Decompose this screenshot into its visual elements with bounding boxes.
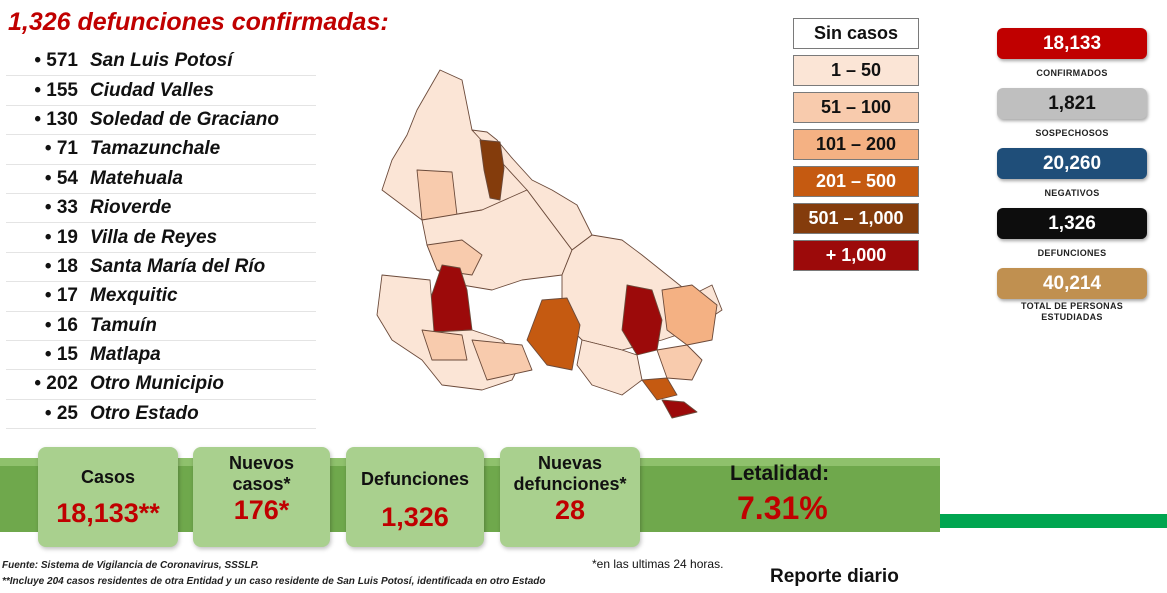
map-region-south-2 [471, 339, 533, 381]
municipality-row: • 54 Matehuala [6, 165, 316, 194]
card-casos-label: Casos [80, 467, 136, 487]
card-nuevos-casos: Nuevos casos* 176* [193, 447, 330, 547]
legend-item: 501 – 1,000 [793, 203, 919, 234]
map-region-central-2 [426, 239, 483, 276]
municipality-name: Santa María del Río [90, 255, 266, 277]
card-nuevos-casos-label-2: casos* [232, 474, 291, 494]
stat-label-line: TOTAL DE PERSONAS [1020, 301, 1124, 311]
municipality-name: San Luis Potosí [90, 50, 233, 72]
card-defunciones: Defunciones 1,326 [346, 447, 484, 547]
legend-item: 201 – 500 [793, 166, 919, 197]
map-region-huasteca-1 [661, 284, 718, 346]
map-legend: Sin casos 1 – 50 51 – 100 101 – 200 201 – 50… [793, 18, 919, 277]
map-region-tamazunchale-2 [661, 399, 698, 419]
municipality-count: • 155 [34, 79, 78, 101]
stat-label: DEFUNCIONES [1037, 248, 1107, 258]
stat-value: 18,133 [997, 28, 1147, 59]
stat-label: NEGATIVOS [1044, 188, 1100, 198]
map-region-west [416, 169, 458, 221]
footer-source: Fuente: Sistema de Vigilancia de Coronav… [2, 560, 259, 571]
letalidad-value: 7.31% [737, 490, 828, 526]
municipality-name: Tamazunchale [90, 138, 221, 160]
municipality-row: • 19 Villa de Reyes [6, 223, 316, 253]
municipality-count: • 25 [44, 402, 78, 424]
card-defunciones-label: Defunciones [360, 469, 470, 489]
municipality-name: Otro Municipio [90, 373, 225, 395]
map-region-south-1 [421, 329, 468, 361]
stat-label: SOSPECHOSOS [1035, 128, 1109, 138]
stat-label: CONFIRMADOS [1036, 68, 1108, 78]
municipality-name: Villa de Reyes [90, 226, 218, 248]
municipality-row: • 17 Mexquitic [6, 282, 316, 312]
card-nuevas-defunciones-label-1: Nuevas [537, 453, 603, 473]
stat-value: 40,214 [997, 268, 1147, 299]
municipality-row: • 571 San Luis Potosí [6, 47, 316, 77]
municipality-count: • 130 [34, 108, 78, 130]
municipality-row: • 155 Ciudad Valles [6, 76, 316, 106]
stat-value: 1,821 [997, 88, 1147, 119]
municipality-name: Matehuala [90, 167, 183, 189]
municipality-name: Mexquitic [90, 285, 178, 307]
municipality-row: • 15 Matlapa [6, 341, 316, 371]
municipality-row: • 16 Tamuín [6, 312, 316, 341]
card-casos-value: 18,133** [56, 498, 160, 528]
municipality-name: Soledad de Graciano [90, 108, 279, 130]
municipality-count: • 202 [34, 373, 78, 395]
map-region-rioverde [526, 297, 581, 371]
green-accent-line [940, 514, 1167, 528]
municipality-row: • 202 Otro Municipio [6, 370, 316, 400]
state-map [376, 69, 723, 419]
card-nuevos-casos-label-1: Nuevos [228, 453, 295, 473]
map-region-huasteca-2 [656, 344, 703, 381]
municipality-count: • 18 [44, 255, 78, 277]
municipality-name: Ciudad Valles [90, 79, 214, 101]
stat-label: TOTAL DE PERSONAS ESTUDIADAS [997, 299, 1147, 330]
report-label: Reporte diario [770, 566, 899, 587]
municipality-row: • 71 Tamazunchale [6, 135, 316, 165]
legend-item: 51 – 100 [793, 92, 919, 123]
municipality-count: • 571 [34, 50, 78, 72]
card-casos: Casos 18,133** [38, 447, 178, 547]
legend-item: + 1,000 [793, 240, 919, 271]
card-defunciones-value: 1,326 [381, 502, 449, 532]
map-region-south-east [576, 339, 643, 396]
municipality-count: • 71 [44, 138, 78, 160]
municipality-count: • 33 [44, 197, 78, 219]
municipality-count: • 15 [44, 344, 78, 366]
legend-item: Sin casos [793, 18, 919, 49]
card-nuevas-defunciones-value: 28 [554, 495, 586, 525]
municipality-count: • 16 [44, 314, 78, 336]
stats-panel: 18,133 CONFIRMADOS 1,821 SOSPECHOSOS 20,260 N… [997, 28, 1147, 330]
municipality-row: • 130 Soledad de Graciano [6, 106, 316, 136]
municipality-name: Tamuín [90, 314, 157, 336]
footer-note: **Incluye 204 casos residentes de otra E… [2, 576, 546, 587]
municipality-name: Rioverde [90, 197, 172, 219]
municipality-name: Otro Estado [90, 402, 199, 424]
card-nuevos-casos-value: 176* [233, 495, 290, 525]
legend-item: 101 – 200 [793, 129, 919, 160]
footer-last24: *en las ultimas 24 horas. [592, 557, 724, 571]
municipality-name: Matlapa [90, 344, 161, 366]
municipality-row: • 18 Santa María del Río [6, 253, 316, 283]
card-nuevas-defunciones: Nuevas defunciones* 28 [500, 447, 640, 547]
card-nuevas-defunciones-label-2: defunciones* [513, 474, 627, 494]
stat-value: 1,326 [997, 208, 1147, 239]
map-region-matehuala [479, 139, 505, 201]
municipality-row: • 33 Rioverde [6, 194, 316, 224]
page-title: 1,326 defunciones confirmadas: [8, 8, 389, 36]
municipality-row: • 25 Otro Estado [6, 400, 316, 430]
stat-value: 20,260 [997, 148, 1147, 179]
municipality-count: • 17 [44, 285, 78, 307]
map-region-tamazunchale [641, 377, 678, 401]
municipality-list: • 571 San Luis Potosí • 155 Ciudad Valles • … [6, 47, 316, 430]
municipality-count: • 54 [44, 167, 78, 189]
letalidad-label: Letalidad: [730, 462, 830, 485]
legend-item: 1 – 50 [793, 55, 919, 86]
stat-label-line: ESTUDIADAS [1041, 312, 1103, 322]
municipality-count: • 19 [44, 226, 78, 248]
